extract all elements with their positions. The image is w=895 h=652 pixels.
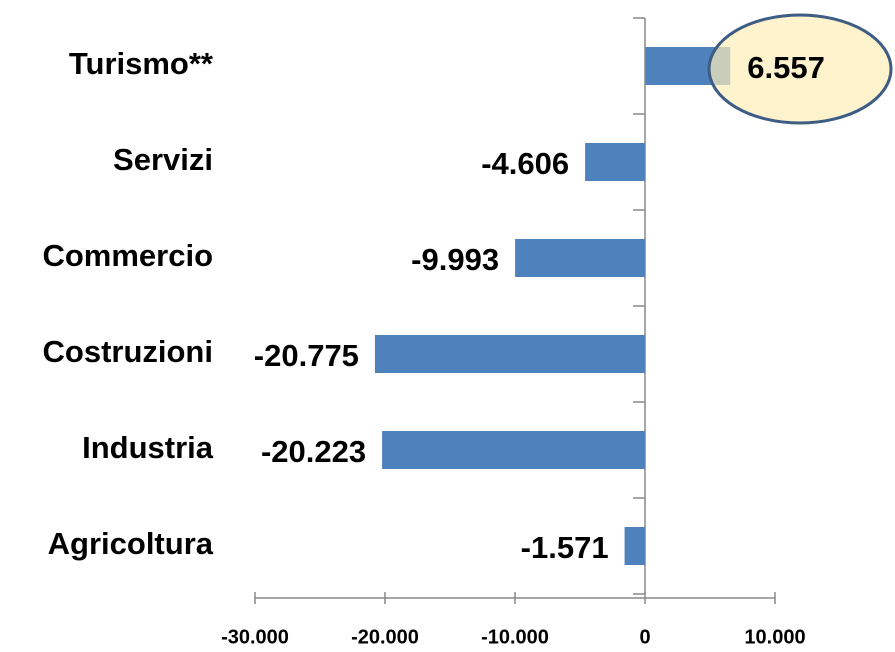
bar bbox=[585, 143, 645, 181]
category-label: Industria bbox=[82, 430, 214, 465]
x-tick-label: 0 bbox=[639, 626, 650, 648]
category-label: Turismo** bbox=[69, 46, 214, 81]
value-label: -20.223 bbox=[261, 434, 366, 469]
bar bbox=[374, 335, 645, 373]
value-label: -9.993 bbox=[411, 242, 499, 277]
value-label: 6.557 bbox=[747, 50, 825, 85]
category-label: Costruzioni bbox=[43, 334, 214, 369]
value-label: -20.775 bbox=[254, 338, 359, 373]
highlight-ellipse bbox=[707, 13, 893, 125]
category-label: Servizi bbox=[113, 142, 213, 177]
bar bbox=[382, 431, 645, 469]
x-tick-label: -30.000 bbox=[221, 626, 289, 648]
x-tick-label: -20.000 bbox=[351, 626, 419, 648]
x-tick-label: -10.000 bbox=[481, 626, 549, 648]
bar bbox=[624, 527, 645, 565]
value-label: -4.606 bbox=[481, 146, 569, 181]
value-label: -1.571 bbox=[521, 530, 609, 565]
bar bbox=[515, 239, 645, 277]
category-label: Commercio bbox=[42, 238, 213, 273]
category-label: Agricoltura bbox=[48, 526, 214, 561]
x-tick-label: 10.000 bbox=[744, 626, 805, 648]
